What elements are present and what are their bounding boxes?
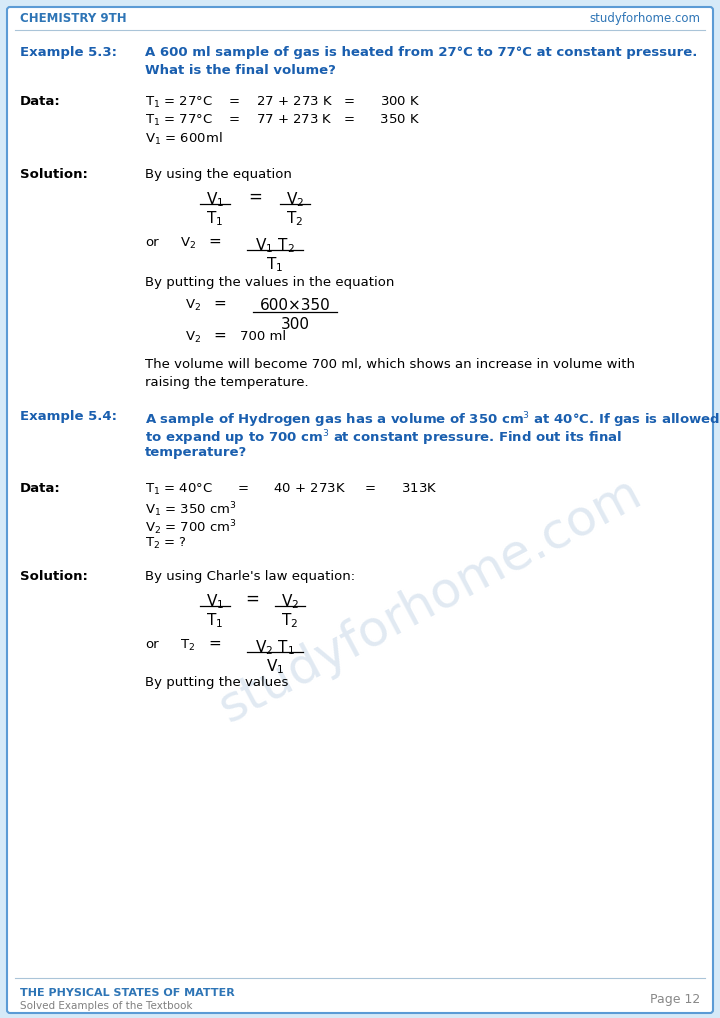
Text: Data:: Data: (20, 482, 60, 495)
Text: Example 5.4:: Example 5.4: (20, 410, 117, 423)
Text: What is the final volume?: What is the final volume? (145, 64, 336, 77)
Text: V$_1$ = 350 cm$^3$: V$_1$ = 350 cm$^3$ (145, 500, 237, 519)
Text: studyforhome.com: studyforhome.com (211, 468, 649, 732)
Text: T$_2$: T$_2$ (180, 638, 195, 654)
FancyBboxPatch shape (7, 7, 713, 1013)
Text: studyforhome.com: studyforhome.com (589, 11, 700, 24)
Text: V$_2$: V$_2$ (281, 592, 299, 611)
Text: T$_1$: T$_1$ (266, 254, 284, 274)
Text: =: = (208, 635, 221, 651)
Text: T$_1$ = 40°C      =      40 + 273K     =      313K: T$_1$ = 40°C = 40 + 273K = 313K (145, 482, 437, 497)
Text: T$_1$ = 27°C    =    27 + 273 K   =      300 K: T$_1$ = 27°C = 27 + 273 K = 300 K (145, 95, 420, 110)
Text: By putting the values: By putting the values (145, 676, 289, 689)
Text: T$_1$: T$_1$ (207, 209, 224, 228)
Text: The volume will become 700 ml, which shows an increase in volume with: The volume will become 700 ml, which sho… (145, 358, 635, 371)
Text: THE PHYSICAL STATES OF MATTER: THE PHYSICAL STATES OF MATTER (20, 988, 235, 998)
Text: V$_2$ = 700 cm$^3$: V$_2$ = 700 cm$^3$ (145, 518, 237, 536)
Text: Solved Examples of the Textbook: Solved Examples of the Textbook (20, 1001, 192, 1011)
Text: By using the equation: By using the equation (145, 168, 292, 181)
Text: T$_1$ = 77°C    =    77 + 273 K   =      350 K: T$_1$ = 77°C = 77 + 273 K = 350 K (145, 113, 420, 128)
Text: raising the temperature.: raising the temperature. (145, 376, 309, 389)
Text: 700 ml: 700 ml (240, 330, 286, 343)
Text: T$_1$: T$_1$ (207, 611, 224, 630)
Text: =: = (213, 328, 226, 342)
Text: V$_2$: V$_2$ (185, 330, 201, 345)
Text: By using Charle's law equation:: By using Charle's law equation: (145, 570, 355, 583)
Text: Solution:: Solution: (20, 168, 88, 181)
Text: By putting the values in the equation: By putting the values in the equation (145, 276, 395, 289)
Text: 300: 300 (281, 317, 310, 332)
Text: V$_1$: V$_1$ (266, 657, 284, 676)
Text: V$_2$: V$_2$ (185, 298, 201, 314)
Text: to expand up to 700 cm$^3$ at constant pressure. Find out its final: to expand up to 700 cm$^3$ at constant p… (145, 428, 622, 448)
Text: Example 5.3:: Example 5.3: (20, 46, 117, 59)
Text: A sample of Hydrogen gas has a volume of 350 cm$^3$ at 40°C. If gas is allowed: A sample of Hydrogen gas has a volume of… (145, 410, 720, 430)
Text: Data:: Data: (20, 95, 60, 108)
Text: T$_2$: T$_2$ (287, 209, 304, 228)
Text: Solution:: Solution: (20, 570, 88, 583)
Text: temperature?: temperature? (145, 446, 247, 459)
Text: 600×350: 600×350 (260, 298, 330, 313)
Text: A 600 ml sample of gas is heated from 27°C to 77°C at constant pressure.: A 600 ml sample of gas is heated from 27… (145, 46, 698, 59)
Text: V$_1$ = 600ml: V$_1$ = 600ml (145, 131, 222, 147)
Text: =: = (245, 590, 259, 608)
Text: =: = (213, 295, 226, 310)
Text: V$_1$: V$_1$ (206, 190, 224, 209)
Text: T$_2$: T$_2$ (282, 611, 299, 630)
Text: Page 12: Page 12 (649, 993, 700, 1006)
Text: V$_2$: V$_2$ (180, 236, 196, 251)
Text: CHEMISTRY 9TH: CHEMISTRY 9TH (20, 11, 127, 24)
Text: =: = (208, 233, 221, 248)
Text: V$_1$ T$_2$: V$_1$ T$_2$ (255, 236, 295, 254)
Text: or: or (145, 236, 158, 249)
Text: V$_2$ T$_1$: V$_2$ T$_1$ (255, 638, 295, 657)
Text: or: or (145, 638, 158, 651)
Text: V$_2$: V$_2$ (286, 190, 304, 209)
Text: T$_2$ = ?: T$_2$ = ? (145, 536, 187, 551)
Text: V$_1$: V$_1$ (206, 592, 224, 611)
Text: =: = (248, 188, 262, 206)
